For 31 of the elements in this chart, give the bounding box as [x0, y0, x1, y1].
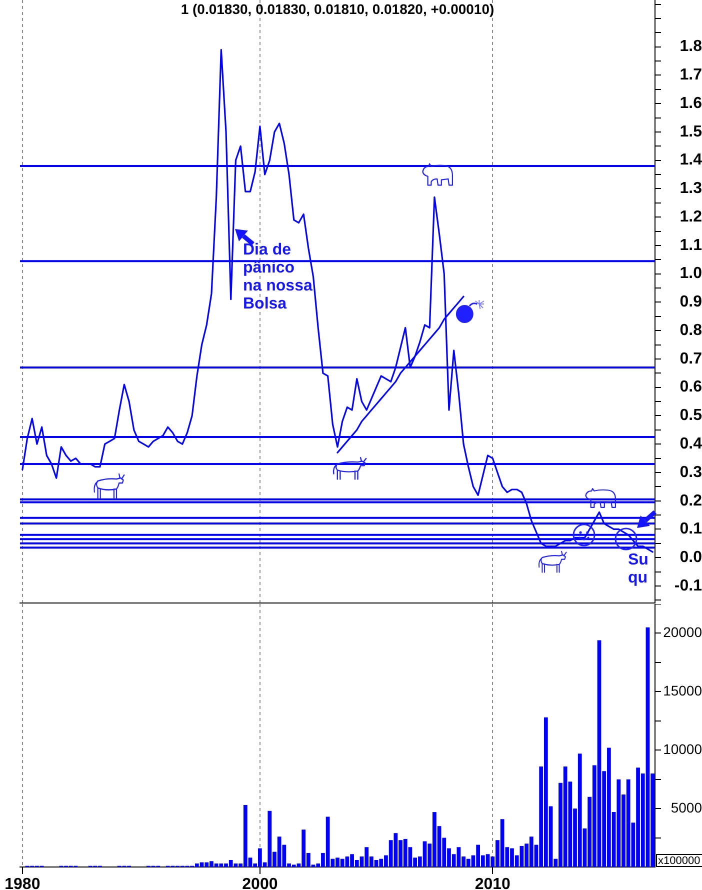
y-tick-label: 5000	[670, 799, 702, 816]
y-axis-title: x100000	[658, 855, 700, 868]
y-tick-label: -0.1	[674, 577, 702, 594]
y-tick-label: 20000	[663, 624, 702, 640]
y-tick-label: 0.7	[680, 350, 702, 368]
y-tick-label: 0.1	[680, 520, 702, 538]
y-tick-label: 0.6	[680, 378, 702, 396]
y-tick-label: 0.5	[680, 407, 702, 424]
y-tick-label: 0.8	[680, 322, 702, 339]
y-tick-label: 15000	[663, 682, 702, 699]
y-tick-label: 0.0	[680, 549, 702, 566]
y-tick-label: 1.8	[680, 38, 702, 56]
chart-title: 1 (0.01830, 0.01830, 0.01810, 0.01820, +0.00010)	[180, 0, 494, 17]
y-tick-label: 1.7	[680, 66, 702, 84]
x-tick-label: 2010	[474, 876, 511, 890]
y-tick-label: 1.4	[680, 152, 702, 169]
y-tick-label: 0.2	[680, 492, 702, 510]
annotation: Dia de pânico na nossa Bolsa	[243, 241, 312, 312]
y-tick-label: 1.0	[680, 265, 702, 282]
y-tick-label: 0.3	[680, 464, 702, 481]
y-tick-label: 1.6	[680, 94, 702, 112]
annotation: Su qu	[628, 551, 648, 586]
y-tick-label: 1.1	[680, 236, 702, 254]
y-tick-label: 0.4	[680, 436, 702, 452]
x-tick-label: 2000	[242, 876, 278, 890]
y-tick-label: 1.3	[680, 180, 702, 198]
y-tick-label: 1.5	[680, 123, 702, 140]
y-tick-label: 0.9	[680, 294, 702, 311]
x-tick-label: 1980	[4, 876, 40, 890]
y-tick-label: 1.2	[680, 208, 702, 226]
y-tick-label: 10000	[663, 740, 702, 757]
